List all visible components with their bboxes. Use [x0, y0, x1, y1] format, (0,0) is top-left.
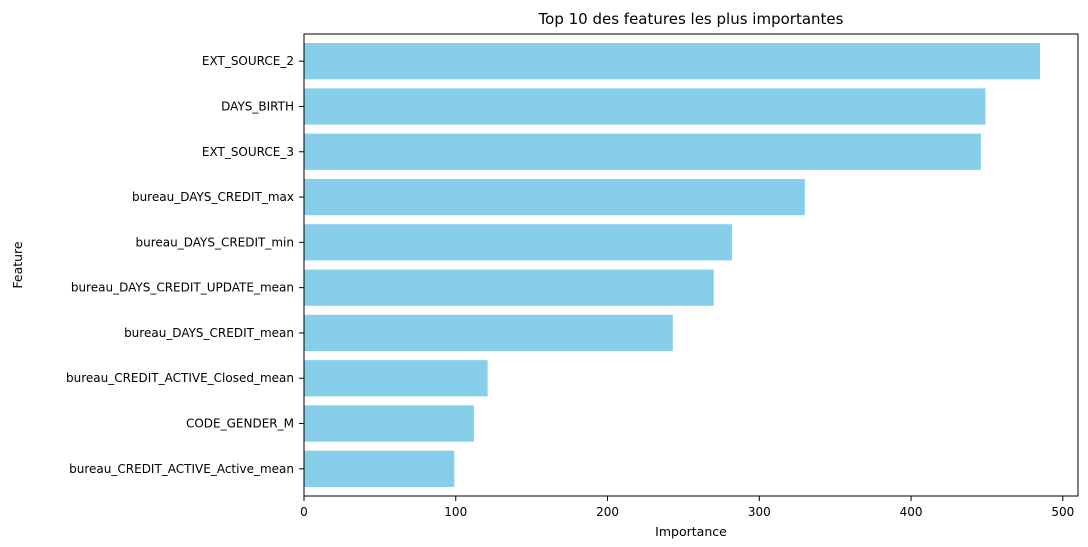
x-tick-label: 400 [900, 505, 923, 519]
bars-group [304, 43, 1041, 487]
chart-title: Top 10 des features les plus importantes [538, 10, 844, 28]
bar-bureau_DAYS_CREDIT_max [304, 178, 805, 216]
bar-bureau_DAYS_CREDIT_UPDATE_mean [304, 269, 714, 306]
y-tick-label: bureau_DAYS_CREDIT_mean [124, 326, 294, 340]
plot-frame [303, 33, 1079, 497]
y-tick-label: bureau_DAYS_CREDIT_max [132, 190, 294, 204]
bar-EXT_SOURCE_2 [304, 43, 1041, 80]
x-ticks-group: 0 100 200 300 400 500 [300, 496, 1074, 519]
y-tick-label: CODE_GENDER_M [186, 417, 294, 431]
y-axis-label: Feature [10, 241, 25, 289]
x-tick-label: 300 [748, 505, 771, 519]
y-tick-label: bureau_CREDIT_ACTIVE_Active_mean [69, 462, 294, 476]
bar-EXT_SOURCE_3 [304, 133, 981, 170]
x-tick-label: 500 [1051, 505, 1074, 519]
x-tick-label: 0 [300, 505, 308, 519]
y-tick-label: bureau_DAYS_CREDIT_UPDATE_mean [71, 281, 294, 295]
y-tick-label: DAYS_BIRTH [221, 99, 294, 113]
y-tick-label: EXT_SOURCE_3 [202, 145, 294, 159]
bar-bureau_CREDIT_ACTIVE_Active_mean [304, 450, 455, 487]
x-tick-label: 200 [596, 505, 619, 519]
y-tick-label: bureau_CREDIT_ACTIVE_Closed_mean [66, 371, 294, 385]
bar-DAYS_BIRTH [304, 88, 986, 125]
y-tick-label: EXT_SOURCE_2 [202, 54, 294, 68]
x-axis-label: Importance [655, 524, 727, 539]
bar-CODE_GENDER_M [304, 405, 474, 442]
y-ticks-group: EXT_SOURCE_2 DAYS_BIRTH EXT_SOURCE_3bureau… [66, 54, 304, 476]
bar-bureau_DAYS_CREDIT_min [304, 224, 732, 261]
y-tick-label: bureau_DAYS_CREDIT_min [135, 235, 294, 249]
x-tick-label: 100 [444, 505, 467, 519]
bar-bureau_DAYS_CREDIT_mean [304, 314, 673, 352]
bar-bureau_CREDIT_ACTIVE_Closed_mean [304, 360, 488, 397]
